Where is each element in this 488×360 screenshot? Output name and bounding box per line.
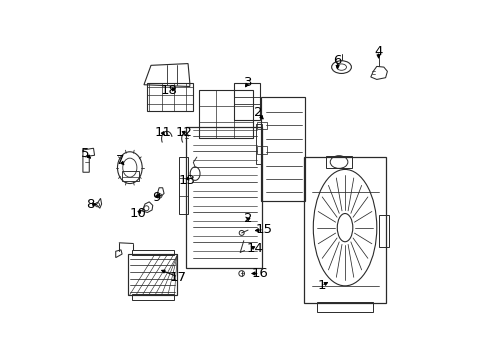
Text: 5: 5: [81, 147, 89, 160]
Bar: [304, 157, 385, 303]
Text: 2: 2: [253, 107, 262, 120]
Bar: [255, 123, 262, 164]
Bar: [378, 215, 388, 247]
Text: 18: 18: [160, 84, 177, 96]
Text: 17: 17: [169, 270, 186, 284]
Bar: [325, 156, 351, 168]
Text: 7: 7: [116, 154, 124, 167]
Text: 11: 11: [154, 126, 171, 139]
Text: 15: 15: [255, 223, 272, 236]
Text: 3: 3: [244, 76, 252, 90]
Bar: [198, 90, 253, 138]
Text: 6: 6: [333, 54, 341, 67]
Text: 1: 1: [317, 279, 325, 292]
Bar: [256, 147, 267, 154]
Text: 4: 4: [374, 45, 382, 58]
Text: 16: 16: [251, 267, 267, 280]
Bar: [186, 127, 262, 268]
Bar: [261, 97, 305, 201]
Bar: [128, 254, 177, 294]
Text: 10: 10: [129, 207, 146, 220]
Bar: [122, 171, 139, 181]
Bar: [316, 302, 372, 312]
Text: 12: 12: [175, 126, 192, 139]
Bar: [179, 157, 188, 213]
Bar: [256, 122, 267, 129]
Text: 2: 2: [244, 212, 252, 225]
Bar: [233, 83, 260, 120]
Bar: [131, 294, 174, 300]
Text: 14: 14: [246, 242, 263, 255]
Bar: [147, 83, 193, 111]
Text: 13: 13: [179, 174, 196, 186]
Bar: [131, 249, 174, 255]
Text: 9: 9: [152, 191, 160, 204]
Text: 8: 8: [85, 198, 94, 211]
